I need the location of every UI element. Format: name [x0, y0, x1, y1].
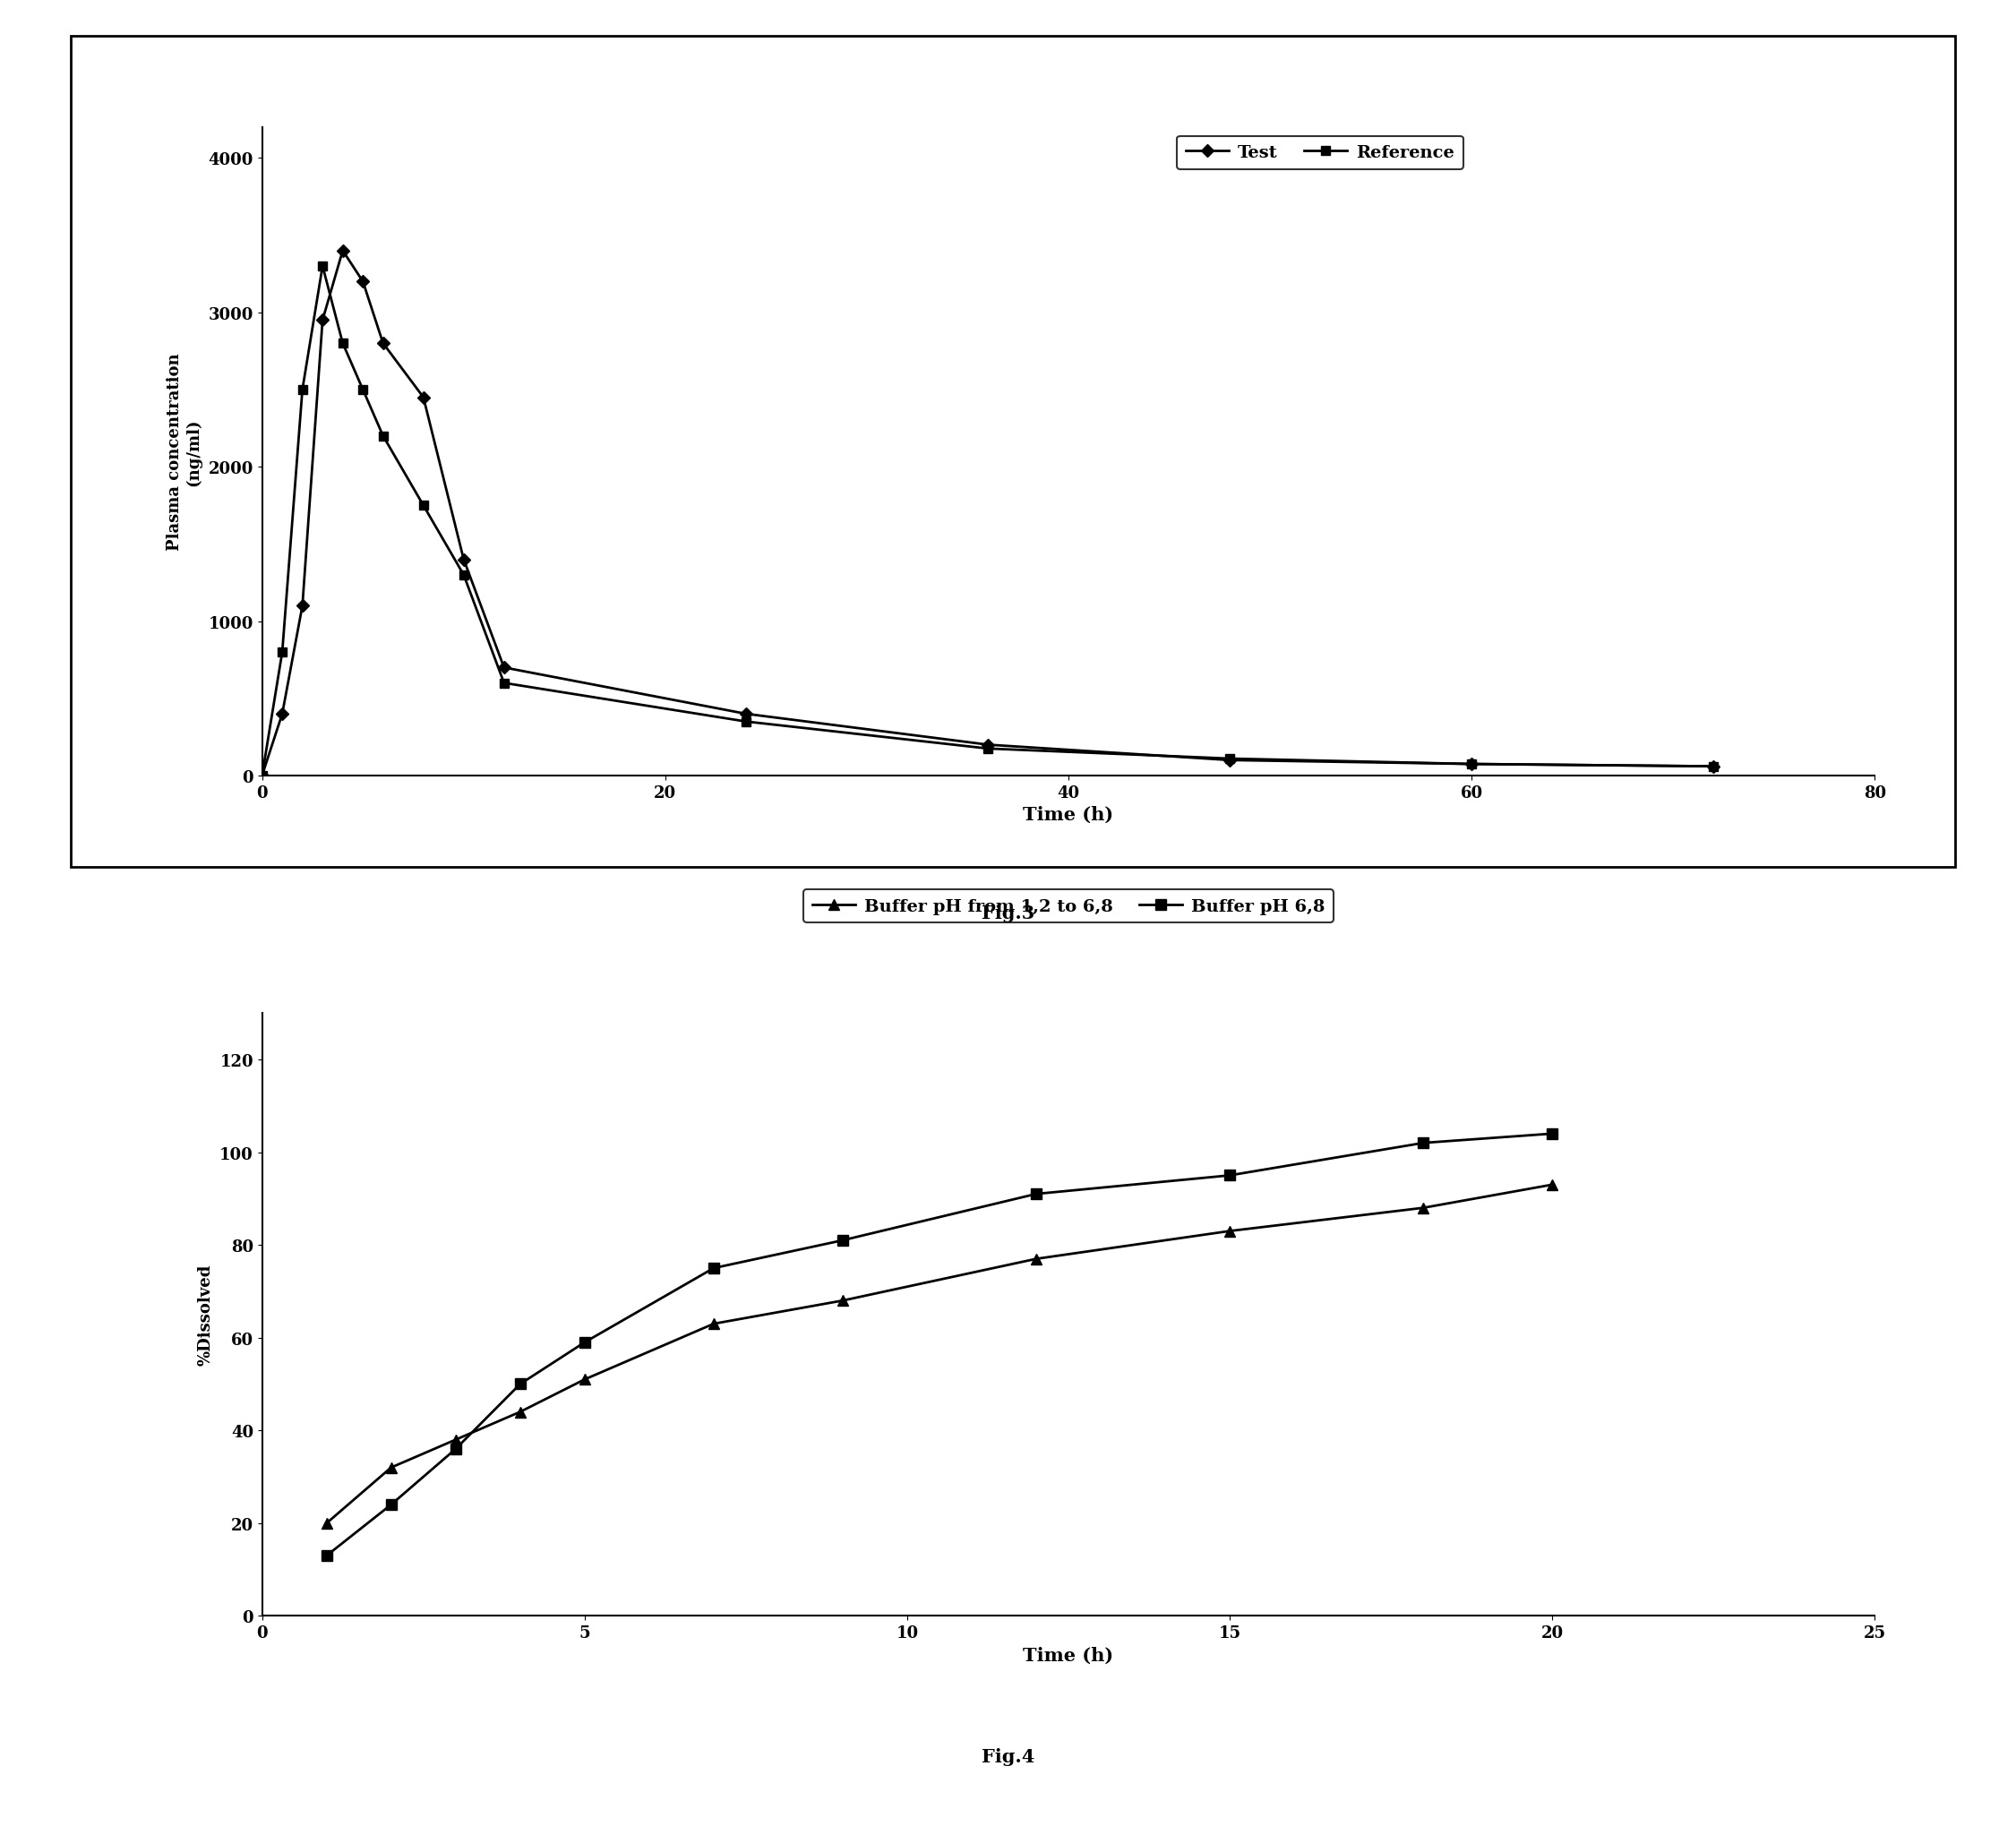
- Reference: [270, 641, 294, 663]
- Buffer pH 6,8: [314, 1545, 339, 1567]
- Buffer pH from 1,2 to 6,8: [444, 1430, 468, 1452]
- Test: [371, 332, 395, 354]
- Reference: [331, 332, 355, 354]
- Buffer pH 6,8: [702, 1258, 726, 1280]
- Y-axis label: Plasma concentration
(ng/ml): Plasma concentration (ng/ml): [167, 352, 202, 551]
- Buffer pH from 1,2 to 6,8: [379, 1457, 403, 1479]
- X-axis label: Time (h): Time (h): [1024, 805, 1113, 824]
- Test: [1218, 750, 1242, 772]
- Reference: [1702, 756, 1726, 778]
- Reference: [411, 495, 435, 517]
- Buffer pH 6,8: [508, 1373, 532, 1395]
- Y-axis label: %Dissolved: %Dissolved: [198, 1264, 214, 1366]
- Line: Buffer pH 6,8: Buffer pH 6,8: [323, 1128, 1556, 1561]
- Reference: [1218, 749, 1242, 771]
- Reference: [1460, 754, 1484, 776]
- Reference: [351, 380, 375, 402]
- Line: Reference: Reference: [258, 263, 1718, 780]
- Test: [452, 550, 476, 572]
- Buffer pH from 1,2 to 6,8: [1024, 1249, 1048, 1271]
- Reference: [290, 380, 314, 402]
- Reference: [250, 765, 274, 787]
- Buffer pH from 1,2 to 6,8: [831, 1289, 855, 1311]
- Reference: [734, 710, 758, 732]
- Buffer pH from 1,2 to 6,8: [1411, 1198, 1435, 1220]
- Test: [1702, 756, 1726, 778]
- Buffer pH 6,8: [379, 1494, 403, 1516]
- Text: Fig.3: Fig.3: [982, 904, 1034, 922]
- Test: [411, 387, 435, 409]
- Buffer pH from 1,2 to 6,8: [1218, 1220, 1242, 1242]
- Buffer pH 6,8: [831, 1229, 855, 1251]
- Test: [310, 310, 335, 332]
- Buffer pH from 1,2 to 6,8: [508, 1401, 532, 1422]
- Buffer pH from 1,2 to 6,8: [314, 1512, 339, 1534]
- Buffer pH from 1,2 to 6,8: [702, 1313, 726, 1335]
- Buffer pH 6,8: [1024, 1183, 1048, 1205]
- Buffer pH from 1,2 to 6,8: [573, 1370, 597, 1391]
- Legend: Test, Reference: Test, Reference: [1177, 137, 1464, 170]
- Test: [270, 703, 294, 725]
- Reference: [452, 564, 476, 586]
- Buffer pH 6,8: [444, 1439, 468, 1461]
- Test: [331, 241, 355, 263]
- Test: [290, 595, 314, 617]
- Line: Buffer pH from 1,2 to 6,8: Buffer pH from 1,2 to 6,8: [321, 1180, 1558, 1528]
- Buffer pH from 1,2 to 6,8: [1540, 1174, 1564, 1196]
- Test: [976, 734, 1000, 756]
- Legend: Buffer pH from 1,2 to 6,8, Buffer pH 6,8: Buffer pH from 1,2 to 6,8, Buffer pH 6,8: [802, 889, 1335, 924]
- Reference: [371, 425, 395, 447]
- Test: [351, 272, 375, 294]
- Line: Test: Test: [258, 247, 1718, 780]
- Buffer pH 6,8: [1218, 1165, 1242, 1187]
- X-axis label: Time (h): Time (h): [1024, 1645, 1113, 1663]
- Buffer pH 6,8: [1411, 1132, 1435, 1154]
- Test: [1460, 754, 1484, 776]
- Reference: [310, 256, 335, 278]
- Buffer pH 6,8: [1540, 1123, 1564, 1145]
- Reference: [492, 672, 516, 694]
- Test: [250, 765, 274, 787]
- Test: [492, 657, 516, 679]
- Text: Fig.4: Fig.4: [982, 1747, 1034, 1766]
- Test: [734, 703, 758, 725]
- Reference: [976, 738, 1000, 760]
- Buffer pH 6,8: [573, 1331, 597, 1353]
